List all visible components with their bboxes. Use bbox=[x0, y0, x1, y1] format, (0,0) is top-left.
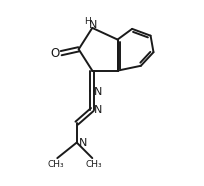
Text: N: N bbox=[94, 105, 103, 116]
Text: CH₃: CH₃ bbox=[86, 160, 103, 169]
Text: N: N bbox=[78, 138, 87, 147]
Text: O: O bbox=[51, 47, 60, 60]
Text: CH₃: CH₃ bbox=[47, 160, 64, 169]
Text: N: N bbox=[94, 87, 103, 97]
Text: H: H bbox=[84, 17, 91, 26]
Text: N: N bbox=[89, 20, 98, 30]
